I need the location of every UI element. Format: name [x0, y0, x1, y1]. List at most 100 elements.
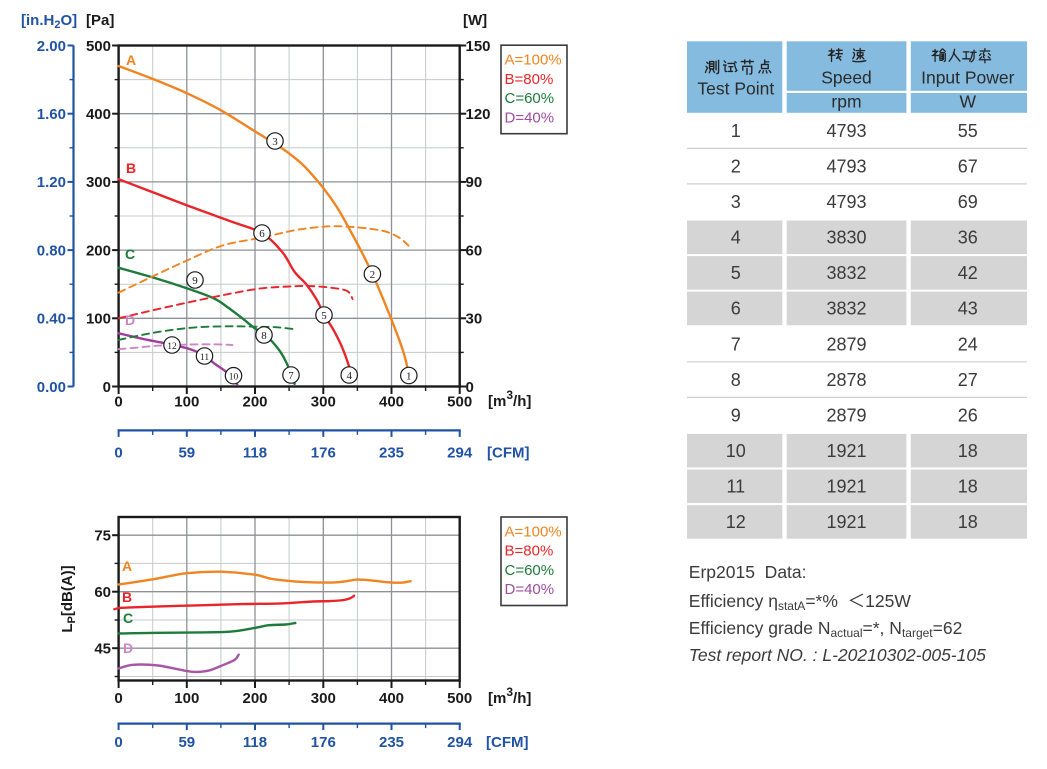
svg-text:1: 1: [406, 370, 412, 382]
svg-text:300: 300: [86, 174, 111, 191]
svg-text:3830: 3830: [826, 228, 866, 248]
svg-text:176: 176: [311, 734, 336, 751]
svg-text:rpm: rpm: [831, 92, 861, 112]
svg-text:200: 200: [242, 394, 267, 411]
svg-text:18: 18: [958, 512, 978, 532]
svg-text:11: 11: [200, 353, 209, 363]
svg-text:500: 500: [86, 38, 111, 55]
svg-text:235: 235: [379, 734, 404, 751]
svg-text:B=80%: B=80%: [505, 543, 554, 560]
svg-text:100: 100: [174, 690, 199, 707]
svg-text:Test Point: Test Point: [697, 79, 774, 99]
svg-text:Erp2015 Data:: Erp2015 Data:: [689, 562, 807, 582]
svg-text:0.80: 0.80: [37, 242, 66, 259]
svg-text:8: 8: [731, 370, 741, 390]
svg-text:[m3/h]: [m3/h]: [488, 388, 531, 410]
svg-text:43: 43: [958, 299, 978, 319]
svg-text:A: A: [126, 52, 136, 68]
svg-text:Test report NO. : L-20210302-0: Test report NO. : L-20210302-005-105: [689, 645, 986, 665]
svg-text:4793: 4793: [826, 157, 866, 177]
svg-text:A=100%: A=100%: [505, 524, 562, 541]
svg-text:45: 45: [94, 641, 111, 658]
svg-text:[W]: [W]: [463, 12, 487, 29]
svg-text:A: A: [122, 558, 132, 574]
svg-text:11: 11: [726, 477, 745, 497]
svg-text:90: 90: [466, 174, 483, 191]
svg-text:30: 30: [466, 311, 483, 328]
svg-text:400: 400: [379, 394, 404, 411]
svg-text:18: 18: [958, 477, 978, 497]
svg-text:60: 60: [94, 584, 111, 601]
svg-text:100: 100: [86, 311, 111, 328]
svg-text:3: 3: [731, 192, 741, 212]
svg-text:7: 7: [731, 334, 741, 354]
svg-text:[in.H2O]: [in.H2O]: [21, 12, 77, 31]
svg-text:[CFM]: [CFM]: [486, 734, 528, 751]
svg-text:C: C: [125, 246, 135, 262]
svg-text:Input Power: Input Power: [921, 68, 1015, 88]
svg-text:9: 9: [731, 405, 741, 425]
svg-text:294: 294: [447, 445, 473, 462]
svg-text:1: 1: [731, 121, 741, 141]
svg-text:1921: 1921: [826, 477, 866, 497]
svg-text:[m3/h]: [m3/h]: [488, 685, 531, 707]
svg-text:0: 0: [114, 734, 122, 751]
svg-text:5: 5: [321, 310, 327, 322]
svg-text:69: 69: [958, 192, 978, 212]
svg-text:500: 500: [447, 394, 472, 411]
svg-text:59: 59: [178, 734, 195, 751]
svg-text:0: 0: [114, 445, 122, 462]
svg-text:55: 55: [958, 121, 978, 141]
svg-text:42: 42: [958, 263, 978, 283]
svg-text:0: 0: [466, 379, 474, 396]
svg-text:0.00: 0.00: [37, 379, 66, 396]
svg-text:1921: 1921: [826, 441, 866, 461]
svg-text:2: 2: [731, 157, 741, 177]
svg-text:400: 400: [86, 106, 111, 123]
svg-text:24: 24: [958, 334, 978, 354]
svg-text:59: 59: [178, 445, 195, 462]
svg-text:D=40%: D=40%: [505, 581, 555, 598]
svg-text:120: 120: [466, 106, 491, 123]
svg-text:0: 0: [114, 690, 122, 707]
svg-text:0: 0: [114, 394, 122, 411]
svg-text:2.00: 2.00: [37, 38, 66, 55]
svg-text:100: 100: [174, 394, 199, 411]
svg-text:B: B: [122, 589, 132, 605]
svg-text:200: 200: [86, 242, 111, 259]
svg-text:3832: 3832: [826, 263, 866, 283]
svg-text:12: 12: [726, 512, 746, 532]
svg-text:60: 60: [466, 242, 483, 259]
svg-text:235: 235: [379, 445, 404, 462]
svg-text:Efficiency grade Nactual=*, Nt: Efficiency grade Nactual=*, Ntarget=62: [689, 618, 963, 640]
svg-text:176: 176: [311, 445, 336, 462]
svg-text:67: 67: [958, 157, 978, 177]
svg-text:2878: 2878: [826, 370, 866, 390]
svg-text:Efficiency ηstatA=*% ＜125W: Efficiency ηstatA=*% ＜125W: [689, 591, 912, 613]
svg-text:7: 7: [288, 370, 294, 382]
svg-text:1921: 1921: [826, 512, 866, 532]
svg-text:0: 0: [103, 379, 111, 396]
svg-text:B: B: [126, 160, 136, 176]
svg-text:2: 2: [370, 269, 376, 281]
svg-text:6: 6: [731, 299, 741, 319]
svg-text:200: 200: [242, 690, 267, 707]
svg-text:6: 6: [259, 228, 265, 240]
svg-text:C: C: [123, 610, 133, 626]
svg-text:18: 18: [958, 441, 978, 461]
svg-text:1.20: 1.20: [37, 174, 66, 191]
svg-text:300: 300: [311, 394, 336, 411]
svg-text:2879: 2879: [826, 334, 866, 354]
svg-text:[CFM]: [CFM]: [487, 445, 529, 462]
svg-text:D=40%: D=40%: [505, 109, 555, 126]
svg-text:294: 294: [447, 734, 473, 751]
svg-text:5: 5: [731, 263, 741, 283]
svg-text:4793: 4793: [826, 121, 866, 141]
svg-text:LP[dB(A)]: LP[dB(A)]: [59, 565, 78, 632]
svg-text:12: 12: [167, 342, 177, 352]
svg-text:Speed: Speed: [821, 68, 872, 88]
svg-text:26: 26: [958, 405, 978, 425]
svg-text:36: 36: [958, 228, 978, 248]
svg-text:500: 500: [447, 690, 472, 707]
svg-text:9: 9: [192, 275, 198, 287]
